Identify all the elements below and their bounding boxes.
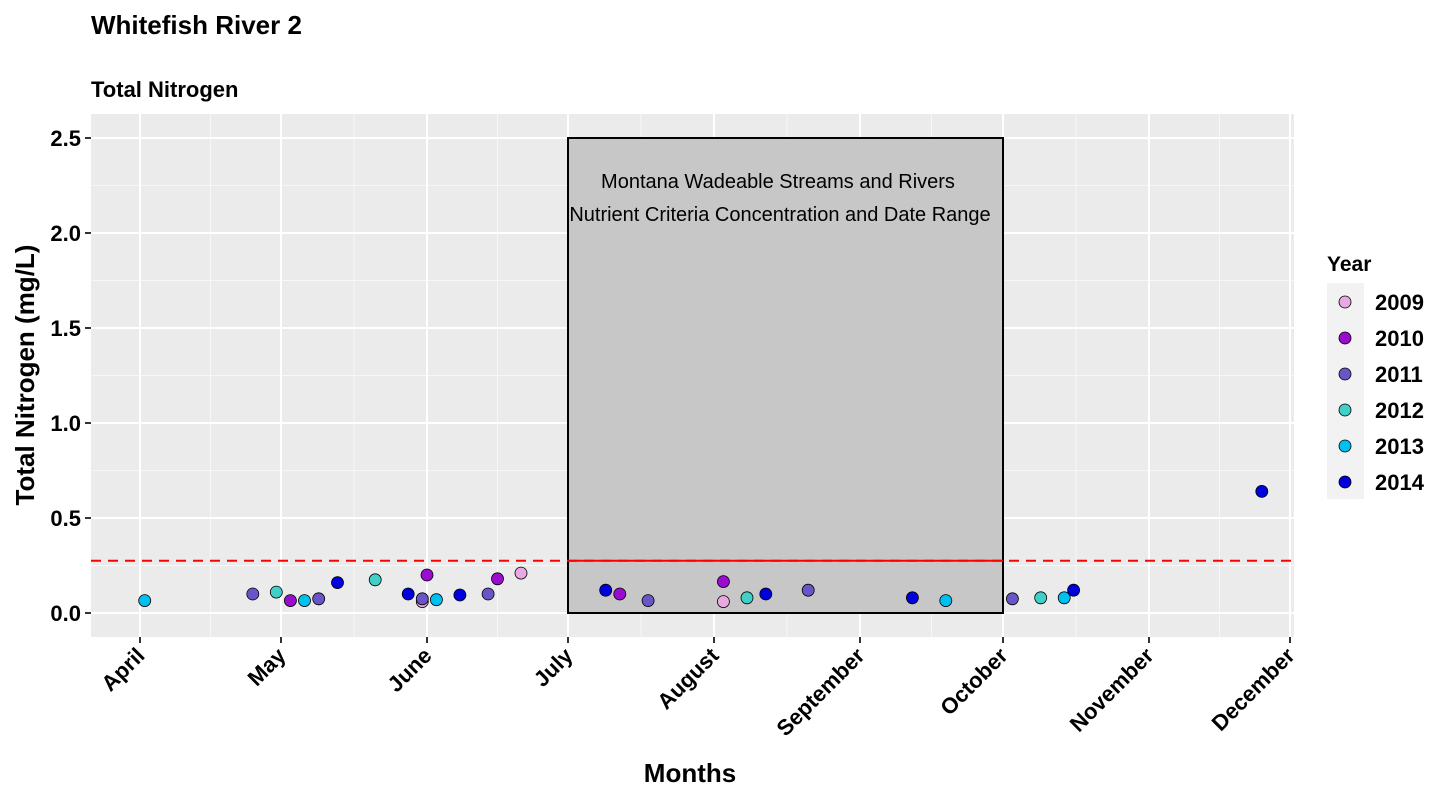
x-tick-label: October bbox=[935, 643, 1013, 721]
legend-label-2010: 2010 bbox=[1375, 326, 1424, 351]
data-point-2009 bbox=[514, 566, 528, 580]
legend-label-2009: 2009 bbox=[1375, 290, 1424, 315]
data-points bbox=[138, 484, 1269, 608]
data-point-2011 bbox=[641, 594, 655, 607]
criteria-label-line1: Montana Wadeable Streams and Rivers bbox=[601, 171, 955, 193]
data-point-2010 bbox=[283, 594, 297, 607]
x-tick-label: November bbox=[1065, 643, 1159, 737]
data-point-2014 bbox=[906, 591, 919, 605]
data-point-2013 bbox=[429, 593, 443, 607]
legend-key-2011 bbox=[1338, 367, 1352, 381]
legend: Year 2009 2010 2011 2012 2013 2014 bbox=[1327, 253, 1425, 499]
legend-key-2012 bbox=[1338, 403, 1352, 417]
y-axis-label: Total Nitrogen (mg/L) bbox=[10, 245, 40, 506]
data-point-2011 bbox=[312, 592, 326, 606]
data-point-2010 bbox=[420, 568, 434, 582]
x-tick-label: May bbox=[243, 642, 291, 690]
legend-key-2009 bbox=[1338, 295, 1352, 309]
criteria-box bbox=[567, 137, 1004, 614]
data-point-2010 bbox=[613, 587, 627, 601]
y-axis: 0.0 0.5 1.0 1.5 2.0 2.5 bbox=[50, 126, 91, 626]
x-axis-label: Months bbox=[644, 758, 736, 788]
legend-key-2013 bbox=[1338, 439, 1352, 453]
data-point-2012 bbox=[368, 573, 382, 587]
data-point-2013 bbox=[939, 594, 953, 607]
data-point-2010 bbox=[491, 572, 504, 586]
chart-title: Whitefish River 2 bbox=[91, 10, 302, 40]
y-tick-label: 2.0 bbox=[50, 221, 81, 246]
criteria-label-line2: Nutrient Criteria Concentration and Date… bbox=[569, 204, 990, 226]
x-tick-label: December bbox=[1207, 643, 1300, 736]
x-tick-label: June bbox=[383, 643, 437, 697]
legend-title: Year bbox=[1327, 253, 1371, 276]
y-tick-label: 1.0 bbox=[50, 411, 81, 436]
data-point-2011 bbox=[246, 587, 260, 601]
y-tick-label: 0.5 bbox=[50, 506, 81, 531]
chart-subtitle: Total Nitrogen bbox=[91, 77, 238, 102]
legend-key-background bbox=[1327, 283, 1364, 499]
data-point-2014 bbox=[759, 587, 773, 601]
x-tick-label: September bbox=[771, 643, 869, 741]
legend-label-2012: 2012 bbox=[1375, 398, 1424, 423]
legend-label-2014: 2014 bbox=[1375, 470, 1425, 495]
data-point-2011 bbox=[481, 587, 495, 601]
y-tick-label: 1.5 bbox=[50, 316, 81, 341]
data-point-2014 bbox=[331, 576, 344, 589]
data-point-2013 bbox=[1057, 591, 1071, 605]
data-point-2013 bbox=[298, 594, 311, 607]
data-point-2009 bbox=[717, 595, 730, 608]
y-tick-label: 0.0 bbox=[50, 601, 81, 626]
data-point-2012 bbox=[269, 585, 283, 599]
y-tick-label: 2.5 bbox=[50, 126, 81, 151]
legend-label-2013: 2013 bbox=[1375, 434, 1424, 459]
x-tick-label: April bbox=[96, 643, 149, 696]
x-axis: April May June July August September October No… bbox=[96, 637, 1300, 741]
data-point-2014 bbox=[1067, 583, 1080, 597]
data-point-2014 bbox=[599, 583, 613, 597]
data-point-2012 bbox=[740, 591, 754, 605]
data-point-2014 bbox=[453, 588, 467, 602]
data-point-2012 bbox=[1034, 591, 1048, 605]
data-point-2010 bbox=[717, 575, 730, 588]
legend-label-2011: 2011 bbox=[1375, 362, 1423, 387]
data-point-2014 bbox=[1255, 484, 1269, 498]
x-tick-label: August bbox=[652, 642, 724, 714]
x-tick-label: July bbox=[529, 642, 578, 691]
data-point-2011 bbox=[801, 583, 815, 597]
legend-key-2010 bbox=[1338, 331, 1352, 345]
legend-key-2014 bbox=[1338, 475, 1352, 489]
data-point-2014 bbox=[401, 587, 415, 601]
data-point-2011 bbox=[1006, 592, 1019, 606]
data-point-2013 bbox=[138, 594, 152, 607]
data-point-2011 bbox=[415, 592, 429, 606]
